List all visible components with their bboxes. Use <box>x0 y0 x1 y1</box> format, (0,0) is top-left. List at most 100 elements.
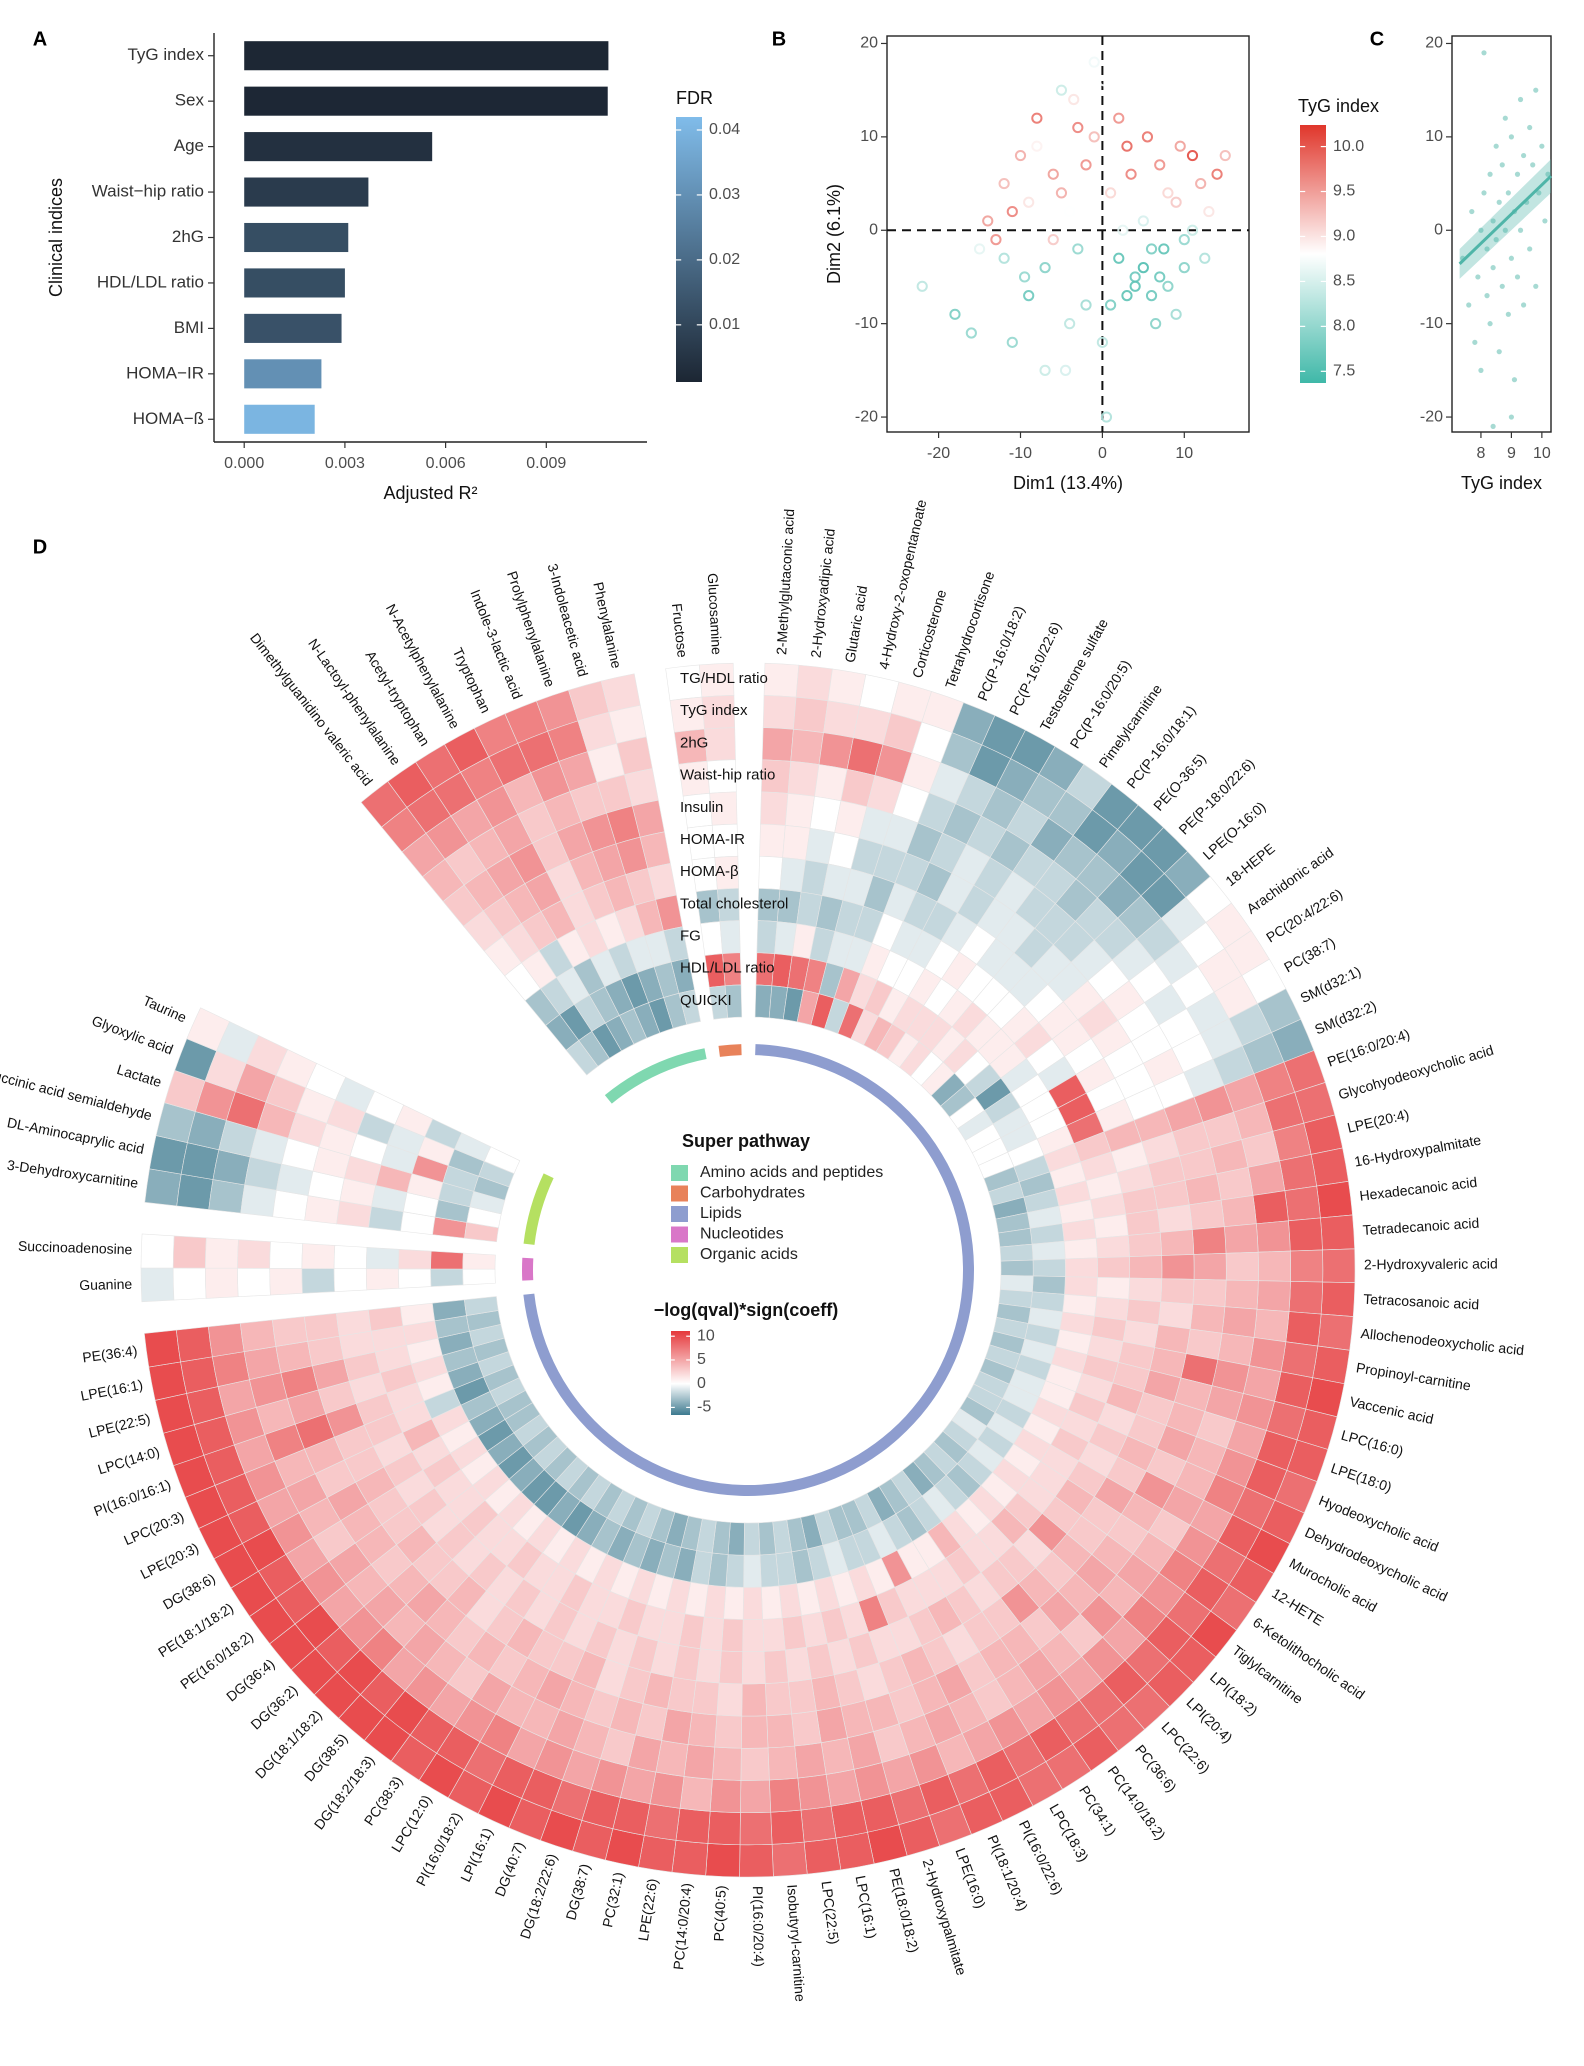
colorbar-tick-label: 5 <box>697 1351 706 1368</box>
point <box>1047 168 1059 180</box>
heatmap-cell <box>1256 1280 1291 1312</box>
y-tick-label: 20 <box>860 35 878 52</box>
heatmap-cell <box>140 1233 175 1269</box>
point <box>1150 318 1162 330</box>
heatmap-cell <box>205 1237 239 1269</box>
pathway-arc <box>523 1173 554 1245</box>
heatmap-cell <box>678 989 701 1025</box>
heatmap-cell <box>743 1522 761 1556</box>
heatmap-cell <box>723 1586 744 1620</box>
point <box>1203 205 1215 218</box>
metabolite-label: LPC(12:0) <box>388 1792 435 1855</box>
metabolite-label: LPI(20:4) <box>1183 1694 1235 1746</box>
heatmap-cell <box>758 1521 777 1556</box>
point <box>1145 290 1158 302</box>
heatmap-cell <box>398 1268 432 1289</box>
heatmap-cell <box>800 1805 837 1843</box>
colorbar-tick-label: 10.0 <box>1333 138 1364 155</box>
point <box>1080 159 1092 171</box>
metabolite-label: PC(40:5) <box>711 1885 729 1942</box>
heatmap-cell <box>1310 1147 1349 1187</box>
heatmap-cell <box>803 1837 842 1875</box>
heatmap-cell <box>272 1316 308 1347</box>
heatmap-cell <box>1320 1281 1356 1317</box>
heatmap-cell <box>739 1843 774 1878</box>
x-axis-title: Dim1 (13.4%) <box>1013 473 1123 493</box>
heatmap-cell <box>430 1268 464 1287</box>
point <box>1121 290 1133 302</box>
heatmap-cell <box>725 1554 745 1588</box>
heatmap-cell <box>797 1774 832 1811</box>
point <box>1113 252 1125 264</box>
y-tick-label: 0 <box>869 221 878 238</box>
point <box>1096 336 1108 348</box>
y-tick-label: -10 <box>855 315 878 332</box>
track-label: QUICKI <box>680 992 732 1009</box>
track-label: Insulin <box>680 799 723 816</box>
heatmap-cell <box>795 664 833 702</box>
metabolite-label: LPE(16:1) <box>79 1376 144 1404</box>
metabolite-label: LPC(16:0) <box>1340 1427 1406 1460</box>
point <box>1104 187 1117 199</box>
heatmap-cell <box>638 1835 677 1873</box>
metabolite-label: PC(38:3) <box>361 1773 406 1828</box>
heatmap-cell <box>1129 1255 1163 1279</box>
point <box>1536 190 1542 196</box>
point <box>1129 271 1141 283</box>
metabolite-label: Tetradecanoic acid <box>1362 1215 1480 1238</box>
colorbar <box>1300 125 1326 383</box>
point <box>1068 93 1080 106</box>
bar <box>244 177 369 207</box>
legend-swatch <box>671 1247 688 1263</box>
heatmap-cell <box>740 1779 772 1813</box>
heatmap-cell <box>762 1617 786 1652</box>
heatmap-cell <box>742 1618 765 1653</box>
heatmap-cell <box>1157 1301 1194 1330</box>
heatmap-cell <box>1063 1237 1098 1260</box>
point <box>916 280 928 292</box>
track-label: Total cholesterol <box>680 895 788 912</box>
point <box>1499 162 1505 168</box>
heatmap-cell <box>761 727 794 762</box>
metabolite-label: Glucosamine <box>705 573 725 656</box>
metabolite-label: LPC(18:3) <box>1046 1801 1091 1864</box>
track-label: HOMA-β <box>680 863 739 880</box>
point <box>1469 208 1475 215</box>
point <box>1121 140 1133 152</box>
point <box>1100 411 1113 423</box>
heatmap-cell <box>1224 1279 1259 1310</box>
point <box>1055 84 1068 96</box>
point <box>1039 364 1051 376</box>
colorbar-title: −log(qval)*sign(coeff) <box>654 1300 839 1320</box>
heatmap-cell <box>1032 1275 1066 1295</box>
heatmap-cell <box>679 1776 713 1812</box>
heatmap-cell <box>712 1746 742 1781</box>
point <box>1080 299 1092 311</box>
point <box>1113 112 1125 124</box>
y-tick-label: Age <box>174 136 204 155</box>
metabolite-label: 2-Hydroxyvaleric acid <box>1364 1255 1498 1272</box>
point <box>1186 224 1199 236</box>
point <box>1514 274 1521 280</box>
metabolite-label: 6-Ketolithocholic acid <box>1250 1614 1368 1703</box>
heatmap-cell <box>727 1522 745 1556</box>
bar <box>244 268 345 298</box>
x-tick-label: 8 <box>1476 445 1485 462</box>
legend-swatch <box>671 1185 688 1202</box>
colorbar-tick-label: 0.01 <box>709 316 740 333</box>
heatmap-cell <box>1220 1195 1257 1227</box>
heatmap-cell <box>430 1250 464 1270</box>
heatmap-cell <box>208 1179 246 1214</box>
legend-title: Super pathway <box>682 1131 810 1151</box>
y-tick-label: Sex <box>175 91 205 110</box>
point <box>965 327 977 339</box>
metabolite-label: Hexadecanoic acid <box>1359 1174 1478 1204</box>
heatmap-cell <box>739 1811 773 1846</box>
y-tick-label: 10 <box>860 128 878 145</box>
point <box>1490 265 1496 271</box>
heatmap-cell <box>1192 1279 1227 1308</box>
metabolite-label: Succinoadenosine <box>18 1238 133 1258</box>
heatmap-cell <box>365 1268 400 1291</box>
heatmap-cell <box>705 1843 741 1878</box>
metabolite-label: PE(18:0/18:2) <box>886 1867 922 1955</box>
